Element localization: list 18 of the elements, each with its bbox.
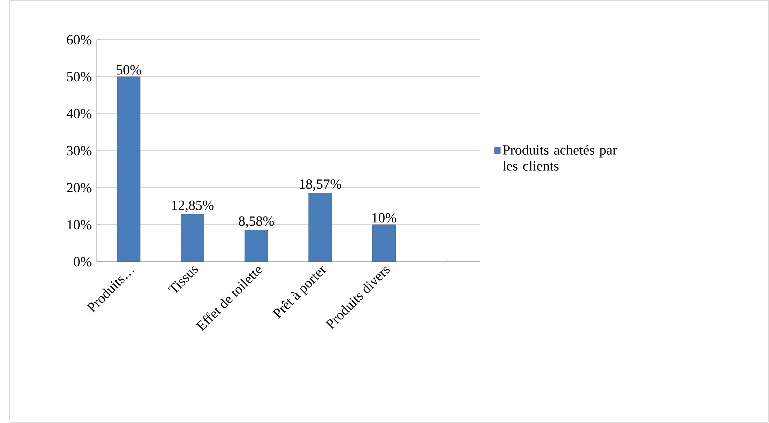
data-label: 18,57% [300,180,342,192]
y-tick-label: 20% [67,183,92,193]
y-tick-label: 30% [67,146,92,156]
y-tick-label: 40% [66,109,92,119]
y-tick-label: 50% [67,72,92,82]
data-label: 50% [116,65,142,75]
bar [117,76,141,262]
bar [244,230,268,262]
y-tick-label: 10% [68,220,92,230]
data-label: 8,58% [239,216,274,228]
bar [308,193,332,262]
bar [372,224,396,262]
legend-label: Produits achetés par les clients [503,145,618,171]
y-tick-label: 60% [67,35,92,45]
y-tick-label: 0% [74,257,92,267]
data-label: 12,85% [172,200,214,212]
bar [181,214,204,262]
data-label: 10% [372,213,397,223]
